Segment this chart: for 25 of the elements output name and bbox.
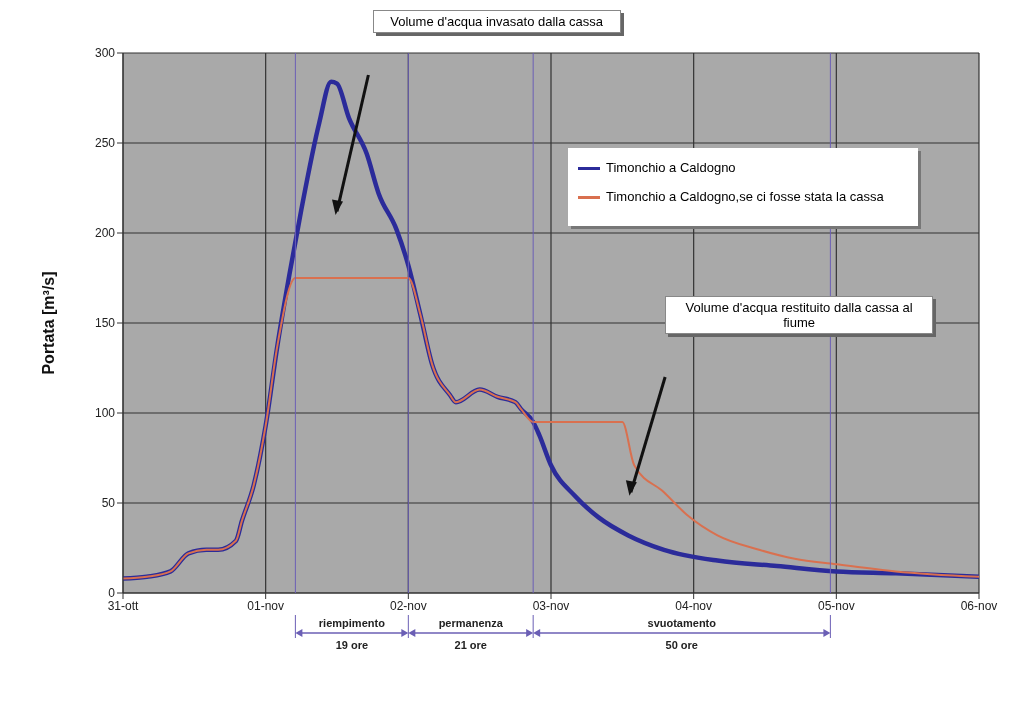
- x-tick-label: 04-nov: [675, 598, 713, 613]
- text: 21 ore: [454, 639, 487, 651]
- text: 19 ore: [335, 639, 369, 651]
- x-tick-label: 02-nov: [389, 598, 427, 613]
- legend-label: Timonchio a Caldogno,se ci fosse stata la cassa: [606, 189, 884, 204]
- x-tick-label: 31-ott: [107, 598, 140, 613]
- legend-label: Timonchio a Caldogno: [606, 160, 736, 175]
- y-tick-label: 0: [108, 586, 116, 601]
- y-axis-title: Portata [m³/s]: [39, 271, 57, 375]
- y-tick-label: 300: [94, 46, 116, 61]
- x-tick-label: 03-nov: [532, 598, 570, 613]
- y-tick-label: 200: [94, 226, 116, 241]
- y-tick-label: 50: [101, 496, 116, 511]
- y-tick-label: 150: [94, 316, 116, 331]
- x-tick-label: 06-nov: [960, 598, 998, 613]
- text: Volume d'acqua invasato dalla cassa: [372, 10, 621, 33]
- y-tick-label: 250: [94, 136, 116, 151]
- text: 50 ore: [665, 639, 698, 651]
- y-tick-label: 100: [94, 406, 116, 421]
- annotation: Volume d'acqua restituito dalla cassa al fiume: [665, 296, 934, 334]
- text: svuotamento: [647, 617, 717, 629]
- x-tick-label: 01-nov: [247, 598, 285, 613]
- text: permanenza: [438, 617, 504, 629]
- x-tick-label: 05-nov: [817, 598, 855, 613]
- text: riempimento: [318, 617, 386, 629]
